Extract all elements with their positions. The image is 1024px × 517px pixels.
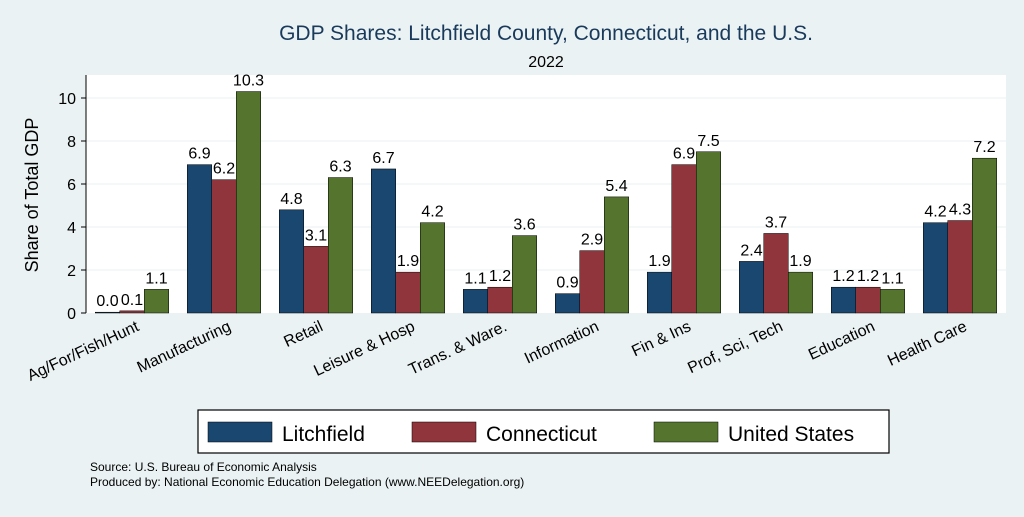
bar-litchfield [923, 222, 948, 314]
chart-subtitle: 2022 [528, 54, 564, 71]
bar-united-states [512, 235, 537, 314]
bar-value-label: 2.9 [581, 232, 603, 249]
bar-united-states [420, 222, 445, 314]
bar-connecticut [763, 233, 789, 314]
bar-value-label: 3.1 [305, 227, 327, 244]
bar-value-label: 1.1 [881, 270, 903, 287]
bar-litchfield [555, 293, 580, 314]
bar-value-label: 6.3 [329, 159, 351, 176]
bar-connecticut [119, 310, 145, 314]
bar-litchfield [187, 164, 212, 314]
bar-connecticut [855, 286, 881, 314]
x-tick-label: Retail [281, 318, 325, 351]
chart-notes: Source: U.S. Bureau of Economic Analysis… [90, 460, 524, 490]
legend-swatch [411, 421, 477, 443]
bar-value-label: 4.2 [421, 204, 443, 221]
y-axis-label: Share of Total GDP [22, 118, 42, 273]
bar-value-label: 6.2 [213, 161, 235, 178]
bar-value-label: 3.6 [513, 217, 535, 234]
x-tick-label: Health Care [885, 318, 970, 370]
bar-value-label: 6.9 [188, 146, 210, 163]
legend-label: Connecticut [486, 423, 597, 446]
chart-title: GDP Shares: Litchfield County, Connectic… [279, 22, 813, 45]
bar-value-label: 6.9 [673, 146, 695, 163]
bar-litchfield [831, 286, 856, 314]
bar-value-label: 1.2 [489, 268, 511, 285]
produced-by-note: Produced by: National Economic Education… [90, 475, 525, 489]
x-tick-label: Leisure & Hosp [311, 318, 417, 380]
bar-value-label: 5.4 [605, 178, 627, 195]
y-tick-label: 6 [67, 177, 76, 194]
bar-value-label: 6.7 [372, 150, 394, 167]
bar-litchfield [463, 289, 488, 314]
bar-value-label: 4.8 [280, 191, 302, 208]
legend-box [197, 409, 890, 454]
bar-value-label: 1.2 [857, 268, 879, 285]
bar-united-states [236, 91, 261, 314]
bar-connecticut [395, 271, 421, 314]
bar-litchfield [647, 271, 672, 314]
bar-united-states [972, 157, 997, 314]
y-tick-label: 2 [67, 263, 76, 280]
legend-label: Litchfield [282, 423, 365, 446]
bar-value-label: 4.3 [949, 202, 971, 219]
bar-value-label: 3.7 [765, 214, 787, 231]
x-tick-label: Prof, Sci, Tech [685, 318, 785, 377]
x-tick-label: Education [806, 318, 878, 363]
x-tick-label: Trans. & Ware. [406, 318, 510, 378]
bar-value-label: 1.1 [145, 270, 167, 287]
y-tick-label: 4 [67, 220, 76, 237]
source-note: Source: U.S. Bureau of Economic Analysis [90, 460, 317, 474]
legend-swatch [653, 421, 719, 443]
bar-value-label: 0.1 [121, 292, 143, 309]
y-tick-label: 0 [67, 306, 76, 323]
bar-united-states [696, 151, 721, 314]
legend-label: United States [728, 423, 854, 446]
bar-value-label: 1.2 [832, 268, 854, 285]
bar-value-label: 0.0 [96, 293, 118, 310]
bar-litchfield [279, 209, 304, 314]
x-tick-label: Fin & Ins [629, 318, 693, 360]
bar-connecticut [211, 179, 237, 314]
bar-litchfield [371, 168, 396, 314]
y-tick-label: 10 [58, 91, 76, 108]
x-tick-label: Information [522, 318, 602, 367]
bar-united-states [880, 289, 905, 314]
bar-value-label: 1.9 [648, 253, 670, 270]
bar-value-label: 0.9 [556, 275, 578, 292]
bar-connecticut [303, 246, 329, 314]
bar-connecticut [947, 220, 973, 314]
bar-connecticut [487, 286, 513, 314]
bar-value-label: 4.2 [924, 204, 946, 221]
bar-value-label: 7.2 [973, 139, 995, 156]
bar-value-label: 2.4 [740, 242, 762, 259]
bar-connecticut [579, 250, 605, 314]
bar-connecticut [671, 164, 697, 314]
bar-litchfield [95, 311, 120, 314]
bar-united-states [328, 177, 353, 314]
legend-swatch [207, 421, 273, 443]
y-tick-label: 8 [67, 134, 76, 151]
x-tick-label: Manufacturing [135, 318, 234, 376]
x-tick-label: Ag/For/Fish/Hunt [25, 318, 142, 385]
bar-value-label: 10.3 [233, 73, 264, 90]
bar-value-label: 1.9 [789, 253, 811, 270]
bar-litchfield [739, 261, 764, 314]
bar-united-states [604, 196, 629, 314]
bar-united-states [788, 271, 813, 314]
bar-united-states [144, 289, 169, 314]
bar-value-label: 1.1 [464, 270, 486, 287]
bar-value-label: 7.5 [697, 133, 719, 150]
legend: Litchfield Connecticut United States [197, 409, 890, 454]
bar-value-label: 1.9 [397, 253, 419, 270]
